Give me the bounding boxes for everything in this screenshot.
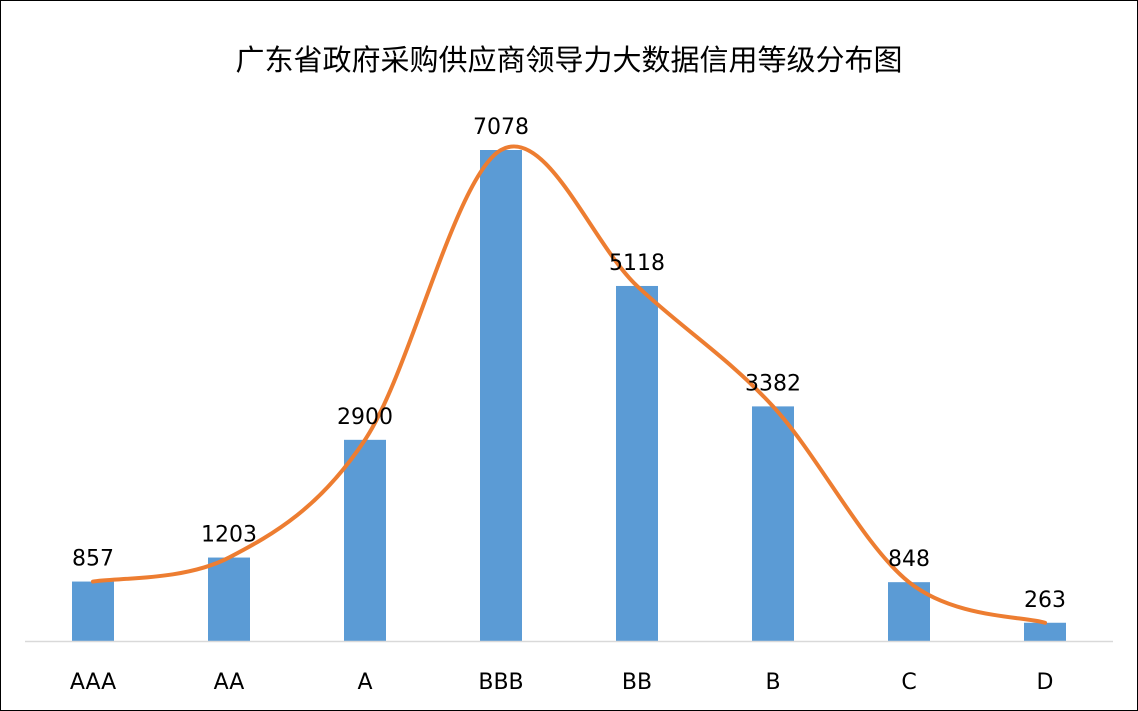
- bar-bb: [616, 285, 658, 641]
- data-label-bbb: 7078: [473, 115, 529, 140]
- bar-b: [752, 406, 794, 641]
- bar-d: [1024, 622, 1066, 641]
- x-tick-aa: AA: [214, 670, 245, 695]
- data-label-aaa: 857: [72, 547, 114, 572]
- x-tick-d: D: [1037, 670, 1054, 695]
- x-tick-c: C: [901, 670, 916, 695]
- bar-aa: [208, 557, 250, 641]
- data-label-a: 2900: [337, 405, 393, 430]
- data-label-bb: 5118: [609, 251, 665, 276]
- bar-a: [344, 439, 386, 641]
- data-label-d: 263: [1024, 588, 1066, 613]
- x-tick-labels: AAA AA A BBB BB B C D: [70, 670, 1054, 695]
- x-tick-a: A: [357, 670, 372, 695]
- data-label-c: 848: [888, 547, 930, 572]
- x-tick-bb: BB: [622, 670, 652, 695]
- x-tick-b: B: [765, 670, 780, 695]
- x-tick-bbb: BBB: [478, 670, 523, 695]
- trend-line: [91, 144, 1047, 625]
- data-label-b: 3382: [745, 371, 801, 396]
- chart-title: 广东省政府采购供应商领导力大数据信用等级分布图: [235, 43, 903, 77]
- bar-series: [72, 150, 1066, 641]
- x-tick-aaa: AAA: [70, 670, 116, 695]
- bar-bbb: [480, 150, 522, 641]
- data-labels: 857 1203 2900 7078 5118 3382 848 263: [72, 115, 1066, 613]
- bar-aaa: [72, 581, 114, 641]
- data-label-aa: 1203: [201, 523, 257, 548]
